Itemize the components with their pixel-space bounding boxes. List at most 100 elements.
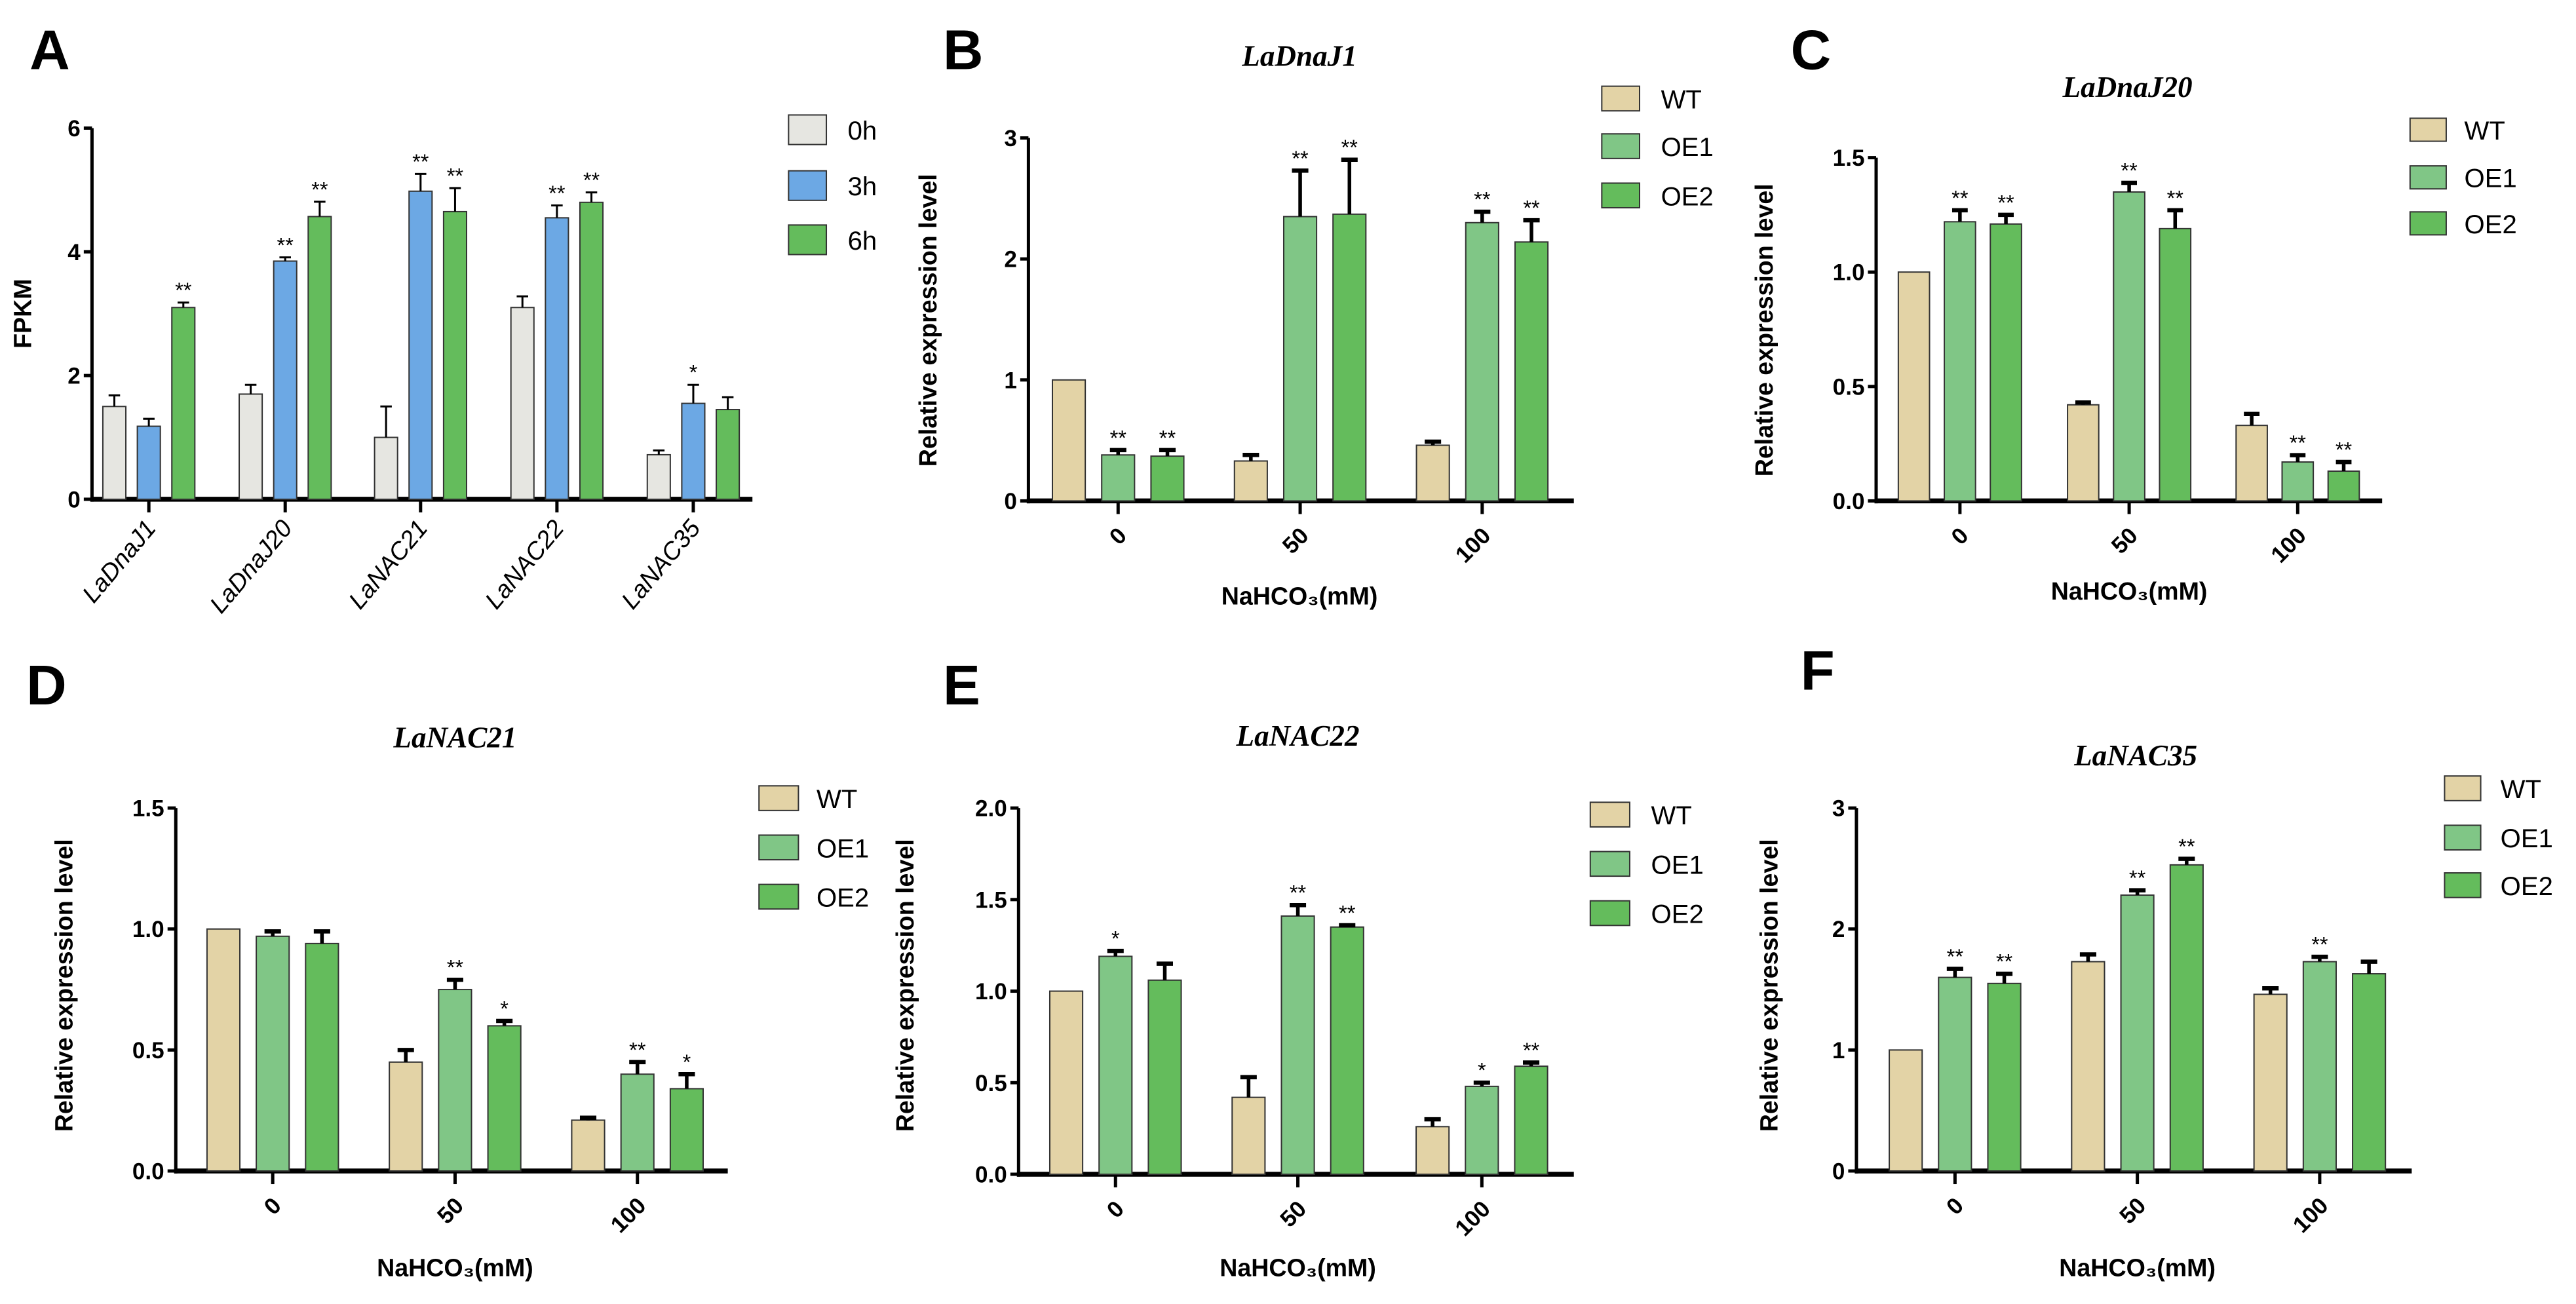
bar-3h-3 [545,217,569,500]
legend-label: WT [1661,85,1702,114]
x-tick-label: 0 [1105,523,1132,550]
significance-mark: ** [2167,186,2184,210]
legend-swatch [1601,133,1641,159]
y-tick-label: 2 [1004,247,1017,273]
y-tick-label: 0.0 [1833,489,1865,514]
x-tick-label: LaDnaJ20 [204,514,298,618]
legend-swatch [2409,165,2447,190]
legend-swatch [1601,85,1641,112]
significance-mark: ** [175,278,192,302]
x-tick-label: 50 [1275,1196,1311,1232]
significance-mark: ** [1341,136,1358,159]
y-axis-label: Relative expression level [1756,839,1783,1132]
legend-swatch [1589,851,1630,877]
bar-0h-0 [102,406,127,500]
x-tick-label: 0 [1102,1196,1129,1223]
x-tick-label: 100 [1451,523,1496,568]
significance-mark: ** [2121,159,2138,183]
x-tick-label: 100 [2266,523,2311,568]
y-axis-label: Relative expression level [914,174,942,467]
chart-title: LaDnaJ1 [1241,39,1356,72]
y-tick-label: 2.0 [975,796,1007,822]
chart-title: LaNAC21 [393,721,516,754]
y-tick-label: 0.5 [975,1071,1007,1096]
legend-label: 6h [848,227,877,256]
bar-3h-2 [408,190,433,500]
legend-swatch [2444,824,2482,851]
significance-mark: * [1111,927,1120,951]
bar-oe1-0 [1944,221,1976,502]
y-tick-label: 2 [67,364,81,389]
bar-oe1-1 [2120,894,2155,1172]
panel-f: F LaNAC35 0 1 2 3 0 50 100 WT ** ** ** OE1 ** ** OE2 Rela… [1756,640,2553,1282]
bar-oe2-0 [305,942,339,1172]
significance-mark: ** [311,178,328,201]
legend-label: OE2 [1651,900,1704,929]
legend-swatch [788,114,828,145]
significance-mark: ** [548,182,566,205]
legend-label: WT [1651,801,1692,830]
bar-oe2-2 [669,1088,704,1172]
y-axis-label: Relative expression level [1750,183,1778,476]
significance-mark: * [1478,1059,1486,1083]
y-tick-label: 1.5 [132,796,164,822]
bar-oe2-2 [2352,973,2387,1172]
bar-wt-0 [1048,990,1084,1176]
x-tick-label: 0 [1942,1193,1969,1219]
bar-oe2-1 [2169,864,2204,1172]
bar-wt-0 [1051,379,1086,502]
significance-mark: ** [1290,881,1307,905]
significance-mark: ** [1947,945,1964,968]
legend-label: WT [2501,775,2541,804]
significance-mark: ** [2311,933,2328,957]
bar-oe1-1 [1282,216,1318,502]
y-tick-label: 3 [1004,126,1017,151]
y-tick-label: 1 [1832,1038,1845,1064]
bar-oe2-2 [1514,241,1549,502]
chart-title: LaNAC22 [1236,719,1360,752]
y-tick-label: 0 [1004,489,1017,514]
bar-wt-0 [1897,271,1931,502]
x-axis-label: NaHCO₃(mM) [377,1254,533,1281]
bar-oe2-1 [487,1025,522,1172]
bar-3h-1 [273,260,298,500]
bar-wt-2 [2235,425,2268,502]
y-tick-label: 0.5 [132,1038,164,1064]
y-axis-label: Relative expression level [891,839,919,1132]
bar-oe2-1 [1330,926,1364,1176]
significance-mark: ** [583,168,600,192]
x-tick-label: 100 [1450,1196,1495,1241]
bar-wt-1 [2067,404,2100,502]
legend-swatch [788,224,828,256]
bar-oe1-2 [2302,961,2337,1172]
x-tick-label: 50 [433,1193,469,1229]
bar-wt-2 [1415,444,1450,502]
significance-mark: ** [1339,901,1356,925]
x-tick-label: LaNAC21 [343,514,433,614]
panel-a: A 0 2 4 6 LaDnaJ1 LaDnaJ20 LaNAC21 LaNAC22 LaNAC3… [9,19,877,618]
x-tick-label: 0 [259,1193,286,1219]
y-tick-label: 3 [1832,796,1845,822]
x-tick-label: 100 [606,1193,651,1238]
bar-oe2-2 [2327,470,2360,502]
legend-swatch [2444,872,2482,898]
legend-label: OE2 [2501,872,2553,901]
x-tick-label: 0 [1946,523,1973,550]
bar-oe1-2 [1465,1085,1499,1176]
significance-mark: ** [1523,1039,1540,1062]
significance-mark: ** [1996,950,2013,974]
bar-oe2-1 [1332,213,1367,502]
y-axis-label: FPKM [9,278,37,348]
significance-mark: ** [2178,835,2195,858]
bar-wt-1 [1231,1096,1266,1176]
y-tick-label: 0.0 [132,1159,164,1185]
bar-6h-4 [716,409,740,500]
panel-label: E [943,655,980,717]
y-tick-label: 4 [67,240,81,265]
legend-label: OE1 [1661,133,1714,162]
bar-oe1-0 [1101,454,1136,502]
y-axis-label: Relative expression level [50,839,77,1132]
legend-swatch [758,834,799,861]
